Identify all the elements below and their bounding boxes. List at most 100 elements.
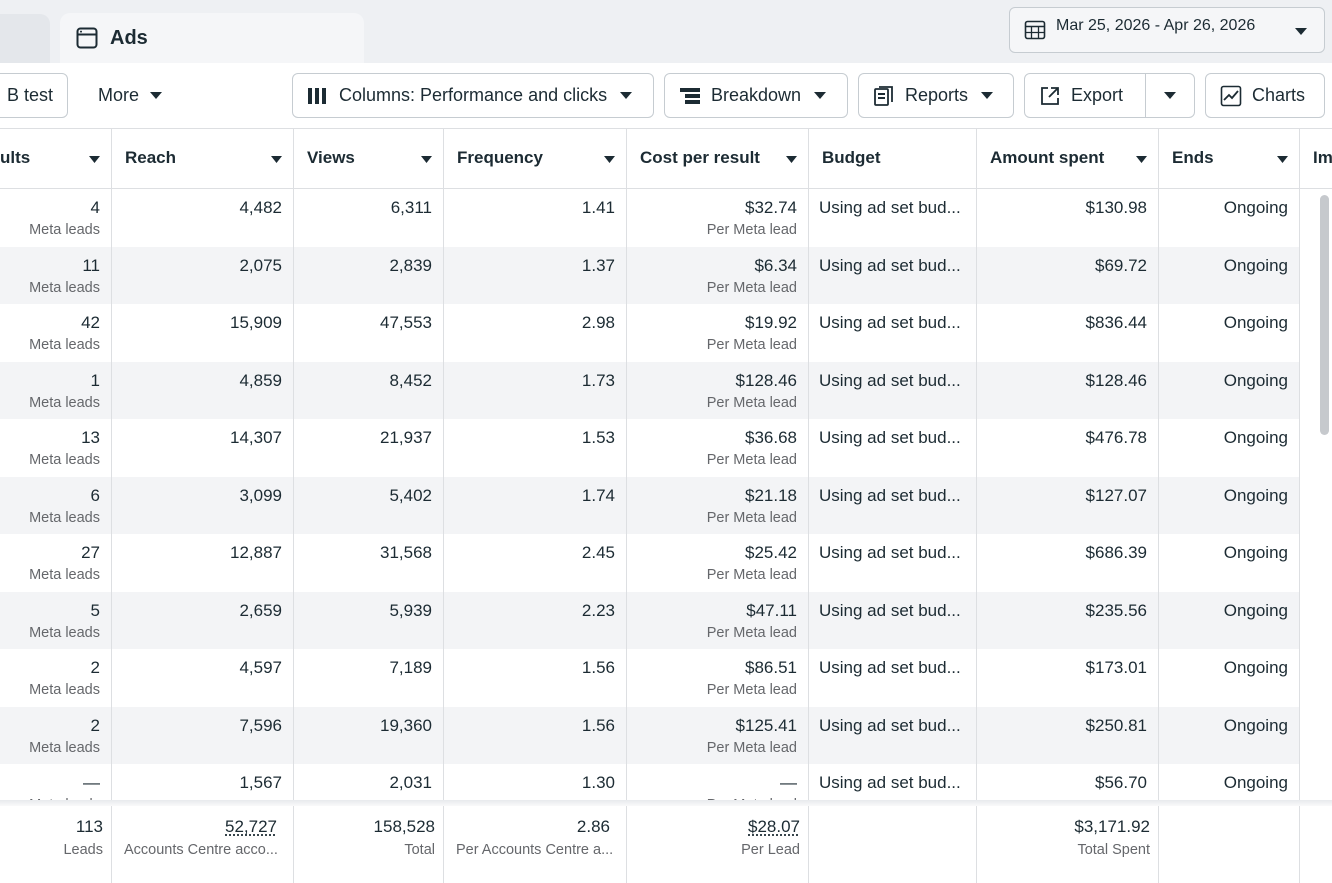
cell-value: 2,659 bbox=[239, 600, 282, 620]
cell-value: Ongoing bbox=[1223, 255, 1288, 275]
cell-subtext: Per Meta lead bbox=[706, 624, 797, 641]
cell-views: 31,568 bbox=[294, 534, 444, 592]
cell-value: Ongoing bbox=[1223, 715, 1288, 735]
cell-frequency: 1.53 bbox=[444, 419, 627, 477]
cell-budget: Using ad set bud... bbox=[809, 189, 977, 247]
cell-ends: Ongoing bbox=[1159, 189, 1300, 247]
cell-value: Using ad set bud... bbox=[819, 198, 961, 217]
sort-caret-icon[interactable] bbox=[1136, 156, 1147, 163]
table-row[interactable]: 4 Meta leads 4,482 6,311 1.41 $32.74 Per Meta … bbox=[0, 189, 1300, 247]
cell-value: 15,909 bbox=[230, 313, 282, 332]
cell-value: 47,553 bbox=[380, 313, 432, 332]
totals-views: 158,528 Total bbox=[294, 806, 444, 883]
cell-value: 12,887 bbox=[230, 543, 282, 562]
cell-value: Using ad set bud... bbox=[819, 773, 961, 792]
cell-cost-per-result: $125.41 Per Meta lead bbox=[627, 706, 809, 764]
totals-value[interactable]: $28.07 bbox=[748, 817, 800, 836]
column-header-label: Frequency bbox=[457, 148, 543, 167]
table-row[interactable]: 13 Meta leads 14,307 21,937 1.53 $36.68 Per Me… bbox=[0, 419, 1300, 477]
cell-value: 5,402 bbox=[389, 485, 432, 505]
tab-previous[interactable] bbox=[0, 14, 50, 63]
cell-value: 2.23 bbox=[581, 600, 615, 620]
cell-subtext: Per Meta lead bbox=[706, 567, 797, 583]
cell-value: 5 bbox=[90, 600, 100, 620]
cell-subtext: Per Meta lead bbox=[706, 279, 797, 296]
cell-frequency: 1.56 bbox=[444, 706, 627, 764]
cell-value: 8,452 bbox=[389, 370, 432, 390]
export-button[interactable]: Export bbox=[1024, 73, 1146, 118]
column-header-next[interactable]: Im bbox=[1300, 129, 1332, 189]
column-header-budget[interactable]: Budget bbox=[809, 129, 977, 189]
cell-results: 6 Meta leads bbox=[0, 476, 112, 534]
cell-subtext: Meta leads bbox=[29, 567, 100, 583]
column-header-frequency[interactable]: Frequency bbox=[444, 129, 627, 189]
cell-views: 19,360 bbox=[294, 706, 444, 764]
column-header-amount-spent[interactable]: Amount spent bbox=[977, 129, 1159, 189]
charts-button[interactable]: Charts bbox=[1205, 73, 1325, 118]
table-row[interactable]: 2 Meta leads 7,596 19,360 1.56 $125.41 Per Met… bbox=[0, 706, 1300, 764]
cell-cost-per-result: $32.74 Per Meta lead bbox=[627, 189, 809, 247]
export-options-button[interactable] bbox=[1145, 73, 1195, 118]
cell-value: $235.56 bbox=[1085, 600, 1147, 620]
columns-button[interactable]: Columns: Performance and clicks bbox=[292, 73, 654, 118]
cell-value: 7,596 bbox=[239, 715, 282, 735]
cell-views: 47,553 bbox=[294, 304, 444, 362]
sort-caret-icon[interactable] bbox=[89, 156, 100, 163]
table-row[interactable]: 2 Meta leads 4,597 7,189 1.56 $86.51 Per Meta … bbox=[0, 649, 1300, 707]
external-export-icon bbox=[1041, 86, 1059, 105]
table-row[interactable]: 6 Meta leads 3,099 5,402 1.74 $21.18 Per Meta … bbox=[0, 476, 1300, 534]
cell-value: 4,482 bbox=[239, 198, 282, 217]
cell-budget: Using ad set bud... bbox=[809, 361, 977, 419]
cell-value: $125.41 bbox=[735, 715, 797, 735]
column-header-ends[interactable]: Ends bbox=[1159, 129, 1300, 189]
tab-ads[interactable]: Ads bbox=[60, 13, 364, 63]
table-row[interactable]: —Meta leads 1,567 2,031 1.30 —Per Meta lead U… bbox=[0, 764, 1300, 803]
table-row[interactable]: 27 Meta leads 12,887 31,568 2.45 $25.42 Per Me… bbox=[0, 534, 1300, 592]
column-header-views[interactable]: Views bbox=[294, 129, 444, 189]
cell-value: 1,567 bbox=[239, 773, 282, 792]
totals-subtext: Per Lead bbox=[741, 842, 800, 858]
cell-value: 27 bbox=[81, 543, 100, 562]
totals-value: 113 bbox=[75, 817, 103, 836]
sort-caret-icon[interactable] bbox=[1277, 156, 1288, 163]
column-header-reach[interactable]: Reach bbox=[112, 129, 294, 189]
cell-cost-per-result: $36.68 Per Meta lead bbox=[627, 419, 809, 477]
table-row[interactable]: 42 Meta leads 15,909 47,553 2.98 $19.92 Per Me… bbox=[0, 304, 1300, 362]
cell-ends: Ongoing bbox=[1159, 476, 1300, 534]
cell-amount-spent: $686.39 bbox=[977, 534, 1159, 592]
cell-results: 5 Meta leads bbox=[0, 591, 112, 649]
date-range-picker[interactable]: Mar 25, 2026 - Apr 26, 2026 bbox=[1009, 7, 1325, 53]
totals-subtext: Accounts Centre acco... bbox=[124, 842, 278, 858]
sort-caret-icon[interactable] bbox=[421, 156, 432, 163]
more-button[interactable]: More bbox=[98, 73, 163, 118]
table-row[interactable]: 11 Meta leads 2,075 2,839 1.37 $6.34 Per Meta … bbox=[0, 246, 1300, 304]
cell-reach: 2,659 bbox=[112, 591, 294, 649]
cell-value: 42 bbox=[81, 313, 100, 332]
sort-caret-icon[interactable] bbox=[786, 156, 797, 163]
column-header-results[interactable]: ults bbox=[0, 129, 112, 189]
cell-reach: 1,567 bbox=[112, 764, 294, 803]
sort-caret-icon[interactable] bbox=[604, 156, 615, 163]
ab-test-button[interactable]: B test bbox=[0, 73, 68, 118]
totals-budget bbox=[809, 806, 977, 883]
reports-button[interactable]: Reports bbox=[858, 73, 1014, 118]
vertical-scrollbar[interactable] bbox=[1320, 195, 1329, 435]
cell-value: $19.92 bbox=[745, 313, 797, 332]
cell-cost-per-result: $6.34 Per Meta lead bbox=[627, 246, 809, 304]
table-row[interactable]: 5 Meta leads 2,659 5,939 2.23 $47.11 Per Meta … bbox=[0, 591, 1300, 649]
cell-value: 14,307 bbox=[230, 428, 282, 447]
totals-value[interactable]: 52,727 bbox=[225, 817, 277, 836]
cell-subtext: Meta leads bbox=[29, 624, 100, 641]
totals-results: 113 Leads bbox=[0, 806, 112, 883]
cell-value: 1 bbox=[90, 370, 100, 390]
cell-views: 5,402 bbox=[294, 476, 444, 534]
cell-ends: Ongoing bbox=[1159, 706, 1300, 764]
cell-value: 5,939 bbox=[389, 600, 432, 620]
column-header-cost-per-result[interactable]: Cost per result bbox=[627, 129, 809, 189]
cell-budget: Using ad set bud... bbox=[809, 476, 977, 534]
table-row[interactable]: 1 Meta leads 4,859 8,452 1.73 $128.46 Per Meta… bbox=[0, 361, 1300, 419]
cell-value: $6.34 bbox=[754, 255, 797, 275]
sort-caret-icon[interactable] bbox=[271, 156, 282, 163]
cell-value: $128.46 bbox=[735, 370, 797, 390]
breakdown-button[interactable]: Breakdown bbox=[664, 73, 848, 118]
